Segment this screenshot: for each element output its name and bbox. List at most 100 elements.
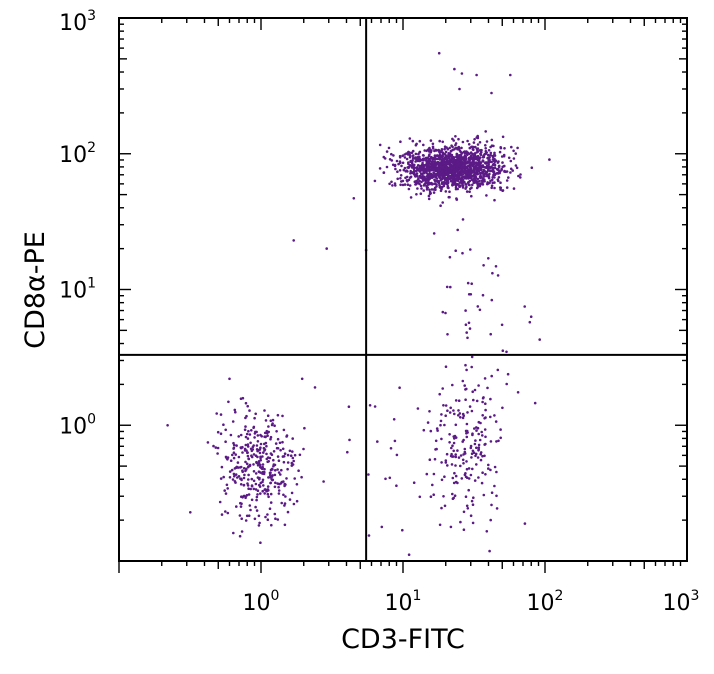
data-point	[441, 201, 445, 204]
data-point	[505, 186, 509, 189]
data-point	[485, 140, 489, 143]
data-point	[280, 468, 283, 472]
data-point	[422, 143, 425, 147]
data-point	[461, 175, 465, 179]
data-point	[473, 161, 477, 165]
data-point	[457, 399, 461, 403]
data-point	[432, 171, 435, 175]
data-point	[463, 452, 467, 455]
data-point	[462, 156, 466, 159]
x-tick-label: 101	[385, 588, 422, 616]
data-point	[461, 140, 465, 144]
data-point	[429, 495, 433, 499]
data-point	[414, 160, 417, 163]
data-point	[470, 499, 474, 503]
data-point	[462, 165, 465, 169]
data-point	[234, 410, 237, 414]
data-point	[437, 148, 441, 152]
data-point	[273, 485, 277, 489]
data-point	[277, 459, 281, 463]
data-point	[425, 188, 429, 191]
data-point	[419, 192, 423, 195]
data-point	[436, 157, 439, 161]
data-point	[440, 170, 444, 174]
data-point	[271, 418, 275, 422]
data-point	[466, 139, 469, 143]
data-point	[290, 491, 294, 495]
data-point	[423, 183, 426, 187]
data-point	[295, 499, 299, 503]
data-point	[441, 387, 445, 390]
data-point	[432, 232, 436, 235]
data-point	[246, 482, 249, 485]
data-point	[439, 419, 443, 423]
data-point	[281, 440, 284, 444]
data-point	[465, 331, 469, 334]
data-point	[488, 158, 491, 162]
data-point	[269, 419, 273, 423]
data-point	[431, 183, 434, 186]
data-point	[469, 156, 472, 160]
data-point	[428, 410, 431, 413]
data-point	[484, 416, 487, 419]
data-point	[491, 178, 494, 182]
data-point	[348, 438, 351, 442]
data-point	[265, 457, 269, 461]
data-point	[468, 152, 471, 155]
data-point	[409, 172, 412, 175]
data-point	[485, 194, 488, 197]
data-point	[440, 185, 444, 189]
data-point	[218, 500, 222, 504]
data-point	[437, 162, 441, 166]
data-point	[452, 158, 456, 162]
data-point	[270, 475, 274, 478]
data-point	[407, 150, 410, 154]
data-point	[494, 420, 498, 423]
data-point	[224, 455, 228, 459]
data-point	[460, 165, 463, 169]
data-point	[270, 453, 274, 457]
data-point	[418, 150, 422, 154]
data-point	[426, 174, 429, 178]
data-point	[483, 178, 486, 181]
data-points	[166, 51, 551, 556]
data-point	[446, 155, 450, 158]
data-point	[256, 434, 260, 437]
data-point	[265, 452, 268, 456]
data-point	[463, 447, 467, 451]
data-point	[465, 504, 469, 508]
data-point	[523, 305, 526, 308]
data-point	[443, 423, 446, 427]
data-point	[459, 184, 462, 187]
data-point	[471, 503, 475, 507]
data-point	[481, 181, 484, 184]
data-point	[464, 309, 467, 312]
data-point	[219, 413, 223, 416]
data-point	[458, 162, 461, 165]
data-point	[418, 495, 422, 499]
data-point	[257, 460, 261, 463]
data-point	[529, 315, 533, 319]
data-point	[245, 462, 249, 466]
data-point	[434, 188, 437, 191]
data-point	[465, 460, 468, 463]
data-point	[234, 466, 238, 470]
data-point	[247, 514, 251, 517]
data-point	[291, 437, 295, 440]
data-point	[276, 518, 280, 521]
data-point	[489, 518, 493, 522]
data-point	[398, 154, 402, 158]
data-point	[367, 534, 371, 537]
data-point	[257, 524, 261, 527]
data-point	[450, 160, 453, 164]
y-tick-label-base: 10	[59, 414, 87, 439]
data-point	[441, 310, 445, 314]
data-point	[239, 397, 243, 401]
data-point	[246, 443, 250, 446]
data-point	[454, 182, 458, 186]
data-point	[447, 195, 451, 199]
data-point	[253, 436, 256, 439]
data-point	[243, 473, 246, 477]
x-tick-label: 102	[527, 588, 564, 616]
